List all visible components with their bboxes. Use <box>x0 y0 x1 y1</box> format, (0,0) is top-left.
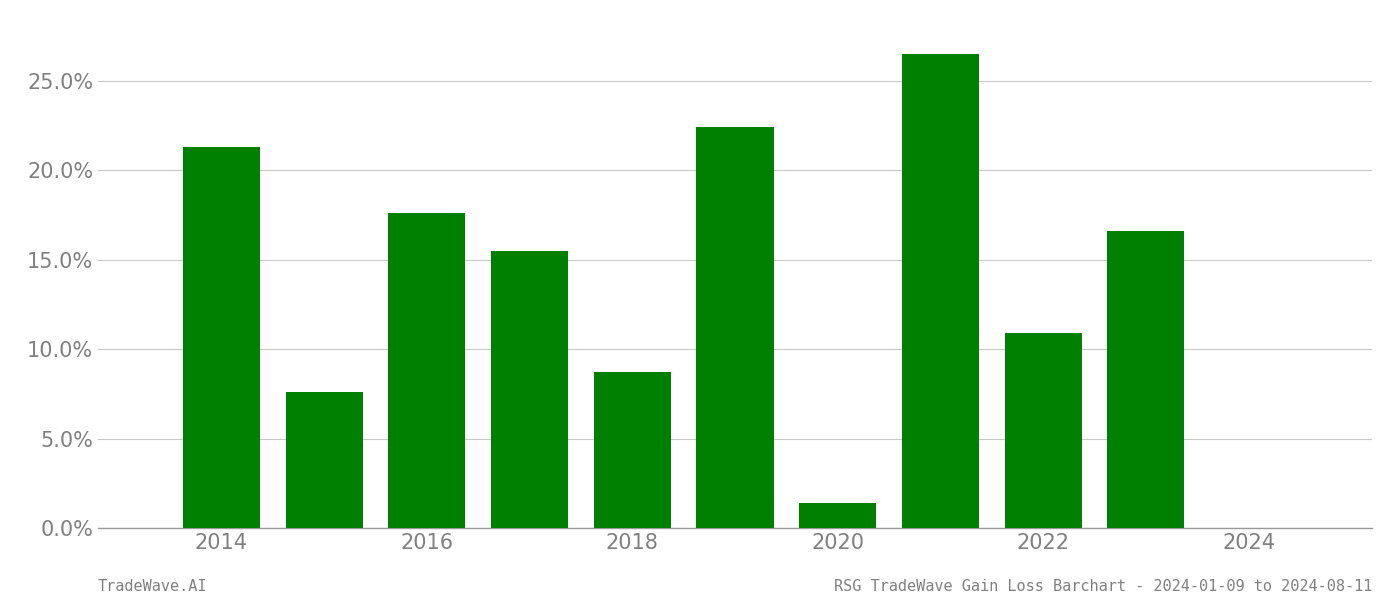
Text: RSG TradeWave Gain Loss Barchart - 2024-01-09 to 2024-08-11: RSG TradeWave Gain Loss Barchart - 2024-… <box>833 579 1372 594</box>
Bar <box>491 251 568 528</box>
Bar <box>799 503 876 528</box>
Bar <box>286 392 363 528</box>
Text: TradeWave.AI: TradeWave.AI <box>98 579 207 594</box>
Bar <box>594 373 671 528</box>
Bar <box>183 147 260 528</box>
Bar <box>1107 231 1184 528</box>
Bar <box>1005 333 1082 528</box>
Bar <box>902 54 979 528</box>
Bar <box>388 213 465 528</box>
Bar <box>696 127 774 528</box>
